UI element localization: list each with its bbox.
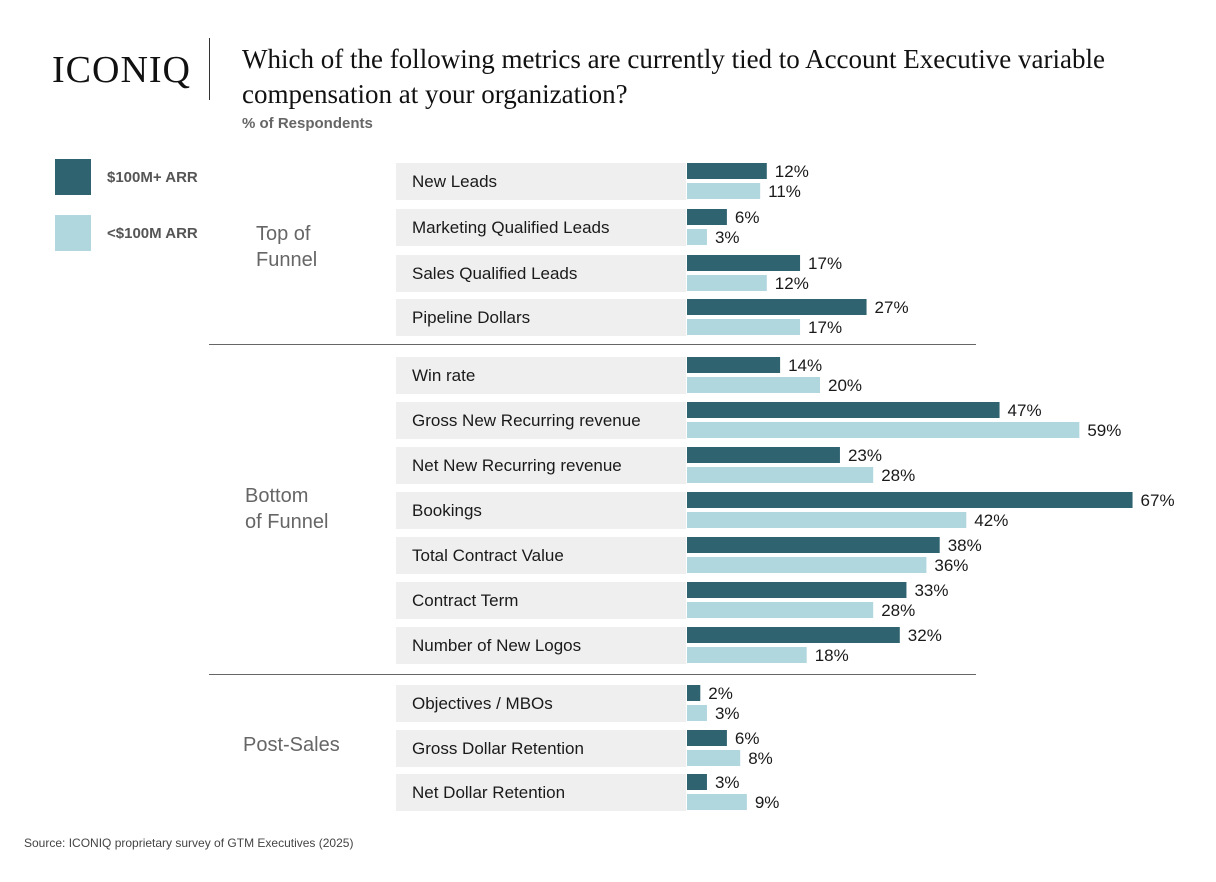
bar-objectives-mbos-series-1 — [687, 685, 701, 701]
group-label-line: of Funnel — [245, 511, 329, 533]
group-label-line: Post-Sales — [243, 734, 340, 756]
data-label-marketing-qualified-leads-series-2: 3% — [715, 228, 740, 247]
bar-gross-new-recurring-revenue-series-2 — [687, 422, 1080, 438]
row-label-number-of-new-logos: Number of New Logos — [396, 627, 686, 664]
row-label-net-new-recurring-revenue: Net New Recurring revenue — [396, 447, 686, 484]
data-label-marketing-qualified-leads-series-1: 6% — [735, 208, 760, 227]
bar-contract-term-series-1 — [687, 582, 907, 598]
legend-label-under-100m: <$100M ARR — [107, 224, 198, 242]
bar-gross-new-recurring-revenue-series-1 — [687, 402, 1000, 418]
row-label-gross-dollar-retention: Gross Dollar Retention — [396, 730, 686, 767]
row-label-new-leads: New Leads — [396, 163, 686, 200]
section-divider-1 — [209, 344, 976, 345]
group-label-bottom-of-funnel: Bottom of Funnel — [245, 483, 328, 535]
data-label-contract-term-series-1: 33% — [914, 581, 948, 600]
data-label-total-contract-value-series-2: 36% — [934, 556, 968, 575]
data-label-gross-dollar-retention-series-1: 6% — [735, 729, 760, 748]
logo-divider — [209, 38, 210, 100]
row-label-total-contract-value: Total Contract Value — [396, 537, 686, 574]
group-label-line: Bottom — [245, 485, 309, 507]
bar-new-leads-series-2 — [687, 183, 761, 199]
bar-win-rate-series-1 — [687, 357, 781, 373]
legend-item-100m-plus: $100M+ ARR — [55, 159, 198, 195]
bar-gross-dollar-retention-series-1 — [687, 730, 727, 746]
chart-subtitle: % of Respondents — [242, 115, 373, 132]
bar-contract-term-series-2 — [687, 602, 874, 618]
data-label-pipeline-dollars-series-1: 27% — [875, 298, 909, 317]
data-label-bookings-series-1: 67% — [1141, 491, 1175, 510]
bar-new-leads-series-1 — [687, 163, 767, 179]
row-label-gross-new-recurring-revenue: Gross New Recurring revenue — [396, 402, 686, 439]
data-label-pipeline-dollars-series-2: 17% — [808, 318, 842, 337]
bar-net-new-recurring-revenue-series-1 — [687, 447, 840, 463]
data-label-gross-new-recurring-revenue-series-2: 59% — [1087, 421, 1121, 440]
data-label-contract-term-series-2: 28% — [881, 601, 915, 620]
data-label-new-leads-series-2: 11% — [768, 182, 801, 201]
iconiq-logo: ICONIQ — [52, 49, 191, 91]
group-label-line: Top of — [256, 223, 311, 245]
data-label-objectives-mbos-series-2: 3% — [715, 704, 740, 723]
row-label-sales-qualified-leads: Sales Qualified Leads — [396, 255, 686, 292]
bar-net-dollar-retention-series-1 — [687, 774, 707, 790]
bar-sales-qualified-leads-series-1 — [687, 255, 801, 271]
data-label-sales-qualified-leads-series-2: 12% — [775, 274, 809, 293]
row-label-bookings: Bookings — [396, 492, 686, 529]
row-label-marketing-qualified-leads: Marketing Qualified Leads — [396, 209, 686, 246]
data-label-win-rate-series-1: 14% — [788, 356, 822, 375]
row-label-objectives-mbos: Objectives / MBOs — [396, 685, 686, 722]
group-label-top-of-funnel: Top of Funnel — [256, 221, 317, 273]
bar-total-contract-value-series-1 — [687, 537, 940, 553]
bar-number-of-new-logos-series-1 — [687, 627, 900, 643]
legend-label-100m-plus: $100M+ ARR — [107, 168, 198, 186]
row-label-contract-term: Contract Term — [396, 582, 686, 619]
data-label-net-new-recurring-revenue-series-2: 28% — [881, 466, 915, 485]
bar-objectives-mbos-series-2 — [687, 705, 707, 721]
data-label-net-dollar-retention-series-1: 3% — [715, 773, 740, 792]
data-label-objectives-mbos-series-1: 2% — [708, 684, 733, 703]
bar-marketing-qualified-leads-series-2 — [687, 229, 707, 245]
bar-gross-dollar-retention-series-2 — [687, 750, 741, 766]
row-label-net-dollar-retention: Net Dollar Retention — [396, 774, 686, 811]
bar-marketing-qualified-leads-series-1 — [687, 209, 727, 225]
bar-win-rate-series-2 — [687, 377, 820, 393]
bar-net-dollar-retention-series-2 — [687, 794, 747, 810]
data-label-win-rate-series-2: 20% — [828, 376, 862, 395]
bar-number-of-new-logos-series-2 — [687, 647, 807, 663]
data-label-net-new-recurring-revenue-series-1: 23% — [848, 446, 882, 465]
data-label-number-of-new-logos-series-2: 18% — [815, 646, 849, 665]
legend-swatch-100m-plus — [55, 159, 91, 195]
group-label-line: Funnel — [256, 249, 318, 271]
data-label-new-leads-series-1: 12% — [775, 162, 809, 181]
data-label-gross-dollar-retention-series-2: 8% — [748, 749, 773, 768]
bar-bookings-series-1 — [687, 492, 1133, 508]
data-label-bookings-series-2: 42% — [974, 511, 1008, 530]
data-label-number-of-new-logos-series-1: 32% — [908, 626, 942, 645]
source-note: Source: ICONIQ proprietary survey of GTM… — [24, 836, 354, 850]
group-label-post-sales: Post-Sales — [243, 732, 340, 758]
row-label-pipeline-dollars: Pipeline Dollars — [396, 299, 686, 336]
legend-swatch-under-100m — [55, 215, 91, 251]
chart-title: Which of the following metrics are curre… — [242, 44, 1105, 109]
row-label-win-rate: Win rate — [396, 357, 686, 394]
bar-bookings-series-2 — [687, 512, 967, 528]
bar-sales-qualified-leads-series-2 — [687, 275, 767, 291]
data-label-total-contract-value-series-1: 38% — [948, 536, 982, 555]
data-label-net-dollar-retention-series-2: 9% — [755, 793, 780, 812]
bar-net-new-recurring-revenue-series-2 — [687, 467, 874, 483]
data-label-gross-new-recurring-revenue-series-1: 47% — [1008, 401, 1042, 420]
data-label-sales-qualified-leads-series-1: 17% — [808, 254, 842, 273]
bar-pipeline-dollars-series-2 — [687, 319, 801, 335]
bar-pipeline-dollars-series-1 — [687, 299, 867, 315]
section-divider-2 — [209, 674, 976, 675]
legend-item-under-100m: <$100M ARR — [55, 215, 198, 251]
bar-total-contract-value-series-2 — [687, 557, 927, 573]
